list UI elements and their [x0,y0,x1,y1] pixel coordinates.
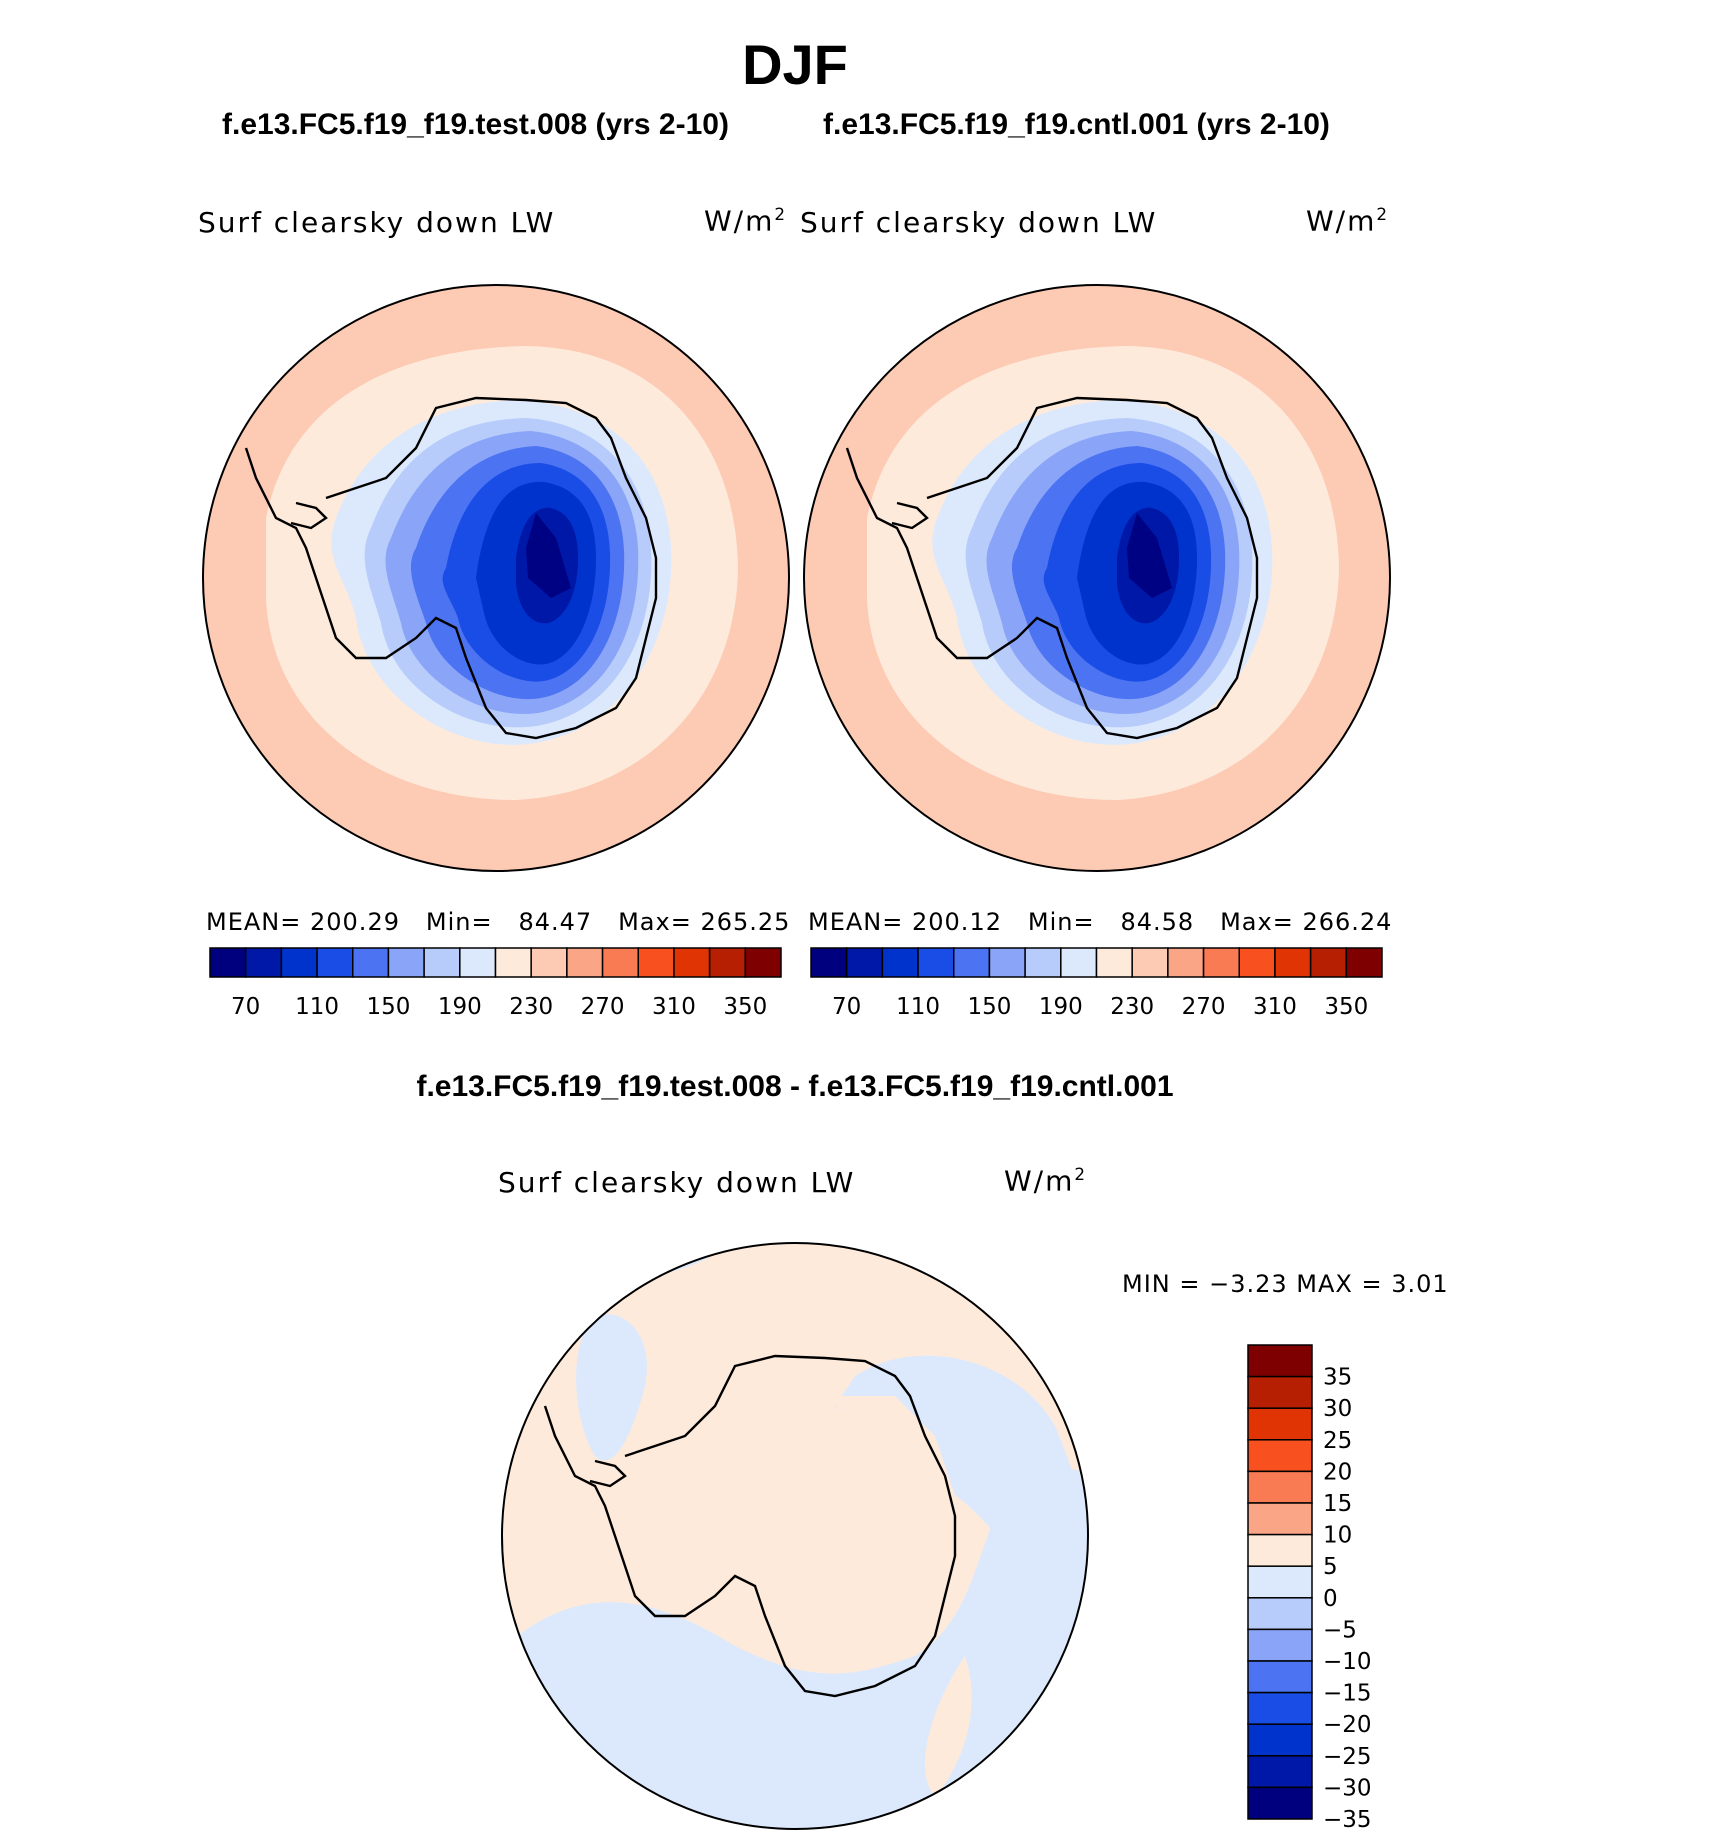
colorbar-difference-tick-label: −30 [1323,1775,1372,1801]
colorbar-right-swatch [1131,947,1169,978]
panel-left-variable: Surf clearsky down LW [198,206,556,239]
colorbar-left-tick-label: 110 [295,994,339,1020]
colorbar-right-swatch [881,947,919,978]
colorbar-difference-swatch [1247,1407,1313,1441]
colorbar-right: 70 110 150 190 230 270 310 350 [810,947,1383,1020]
colorbar-left-tick-label: 190 [438,994,482,1020]
colorbar-right-swatch [845,947,884,978]
colorbar-left-tick-label: 230 [509,994,553,1020]
colorbar-difference-tick-label: −10 [1323,1649,1372,1675]
colorbar-difference-tick-label: −15 [1323,1681,1372,1707]
colorbar-right-tick-label: 110 [896,994,940,1020]
difference-title: f.e13.FC5.f19_f19.test.008 - f.e13.FC5.f… [416,1070,1174,1103]
colorbar-difference-tick-label: 15 [1323,1491,1352,1517]
colorbar-right-swatch [1202,947,1240,978]
colorbar-difference-swatch [1247,1470,1313,1504]
colorbar-right-swatch [988,947,1026,978]
colorbar-left-swatch [459,947,497,978]
colorbar-left-tick-label: 350 [723,994,767,1020]
colorbar-difference-swatch [1247,1344,1313,1378]
colorbar-difference-swatch [1247,1691,1313,1725]
colorbar-left-swatch [423,947,461,978]
panel-right-variable: Surf clearsky down LW [800,206,1158,239]
colorbar-difference-swatch [1247,1502,1313,1536]
colorbar-left-swatch [209,947,247,978]
colorbar-difference-swatch [1247,1628,1313,1662]
colorbar-difference-swatch [1247,1597,1313,1631]
colorbar-left-swatch [352,947,390,978]
colorbar-right-swatch [1024,947,1062,978]
colorbar-left-tick-label: 150 [366,994,410,1020]
colorbar-right-tick-label: 350 [1324,994,1368,1020]
difference-variable: Surf clearsky down LW [498,1166,856,1199]
difference-units: W/m2 [1004,1164,1088,1198]
colorbar-left-tick-label: 70 [231,994,260,1020]
colorbar-right-tick-label: 190 [1039,994,1083,1020]
colorbar-difference-swatch [1247,1786,1313,1820]
colorbar-left-swatch [744,947,782,978]
colorbar-difference-swatch [1247,1565,1313,1599]
colorbar-right-tick-label: 150 [967,994,1011,1020]
colorbar-right-swatch [1274,947,1312,978]
colorbar-right-swatch [917,947,955,978]
colorbar-difference-tick-label: −5 [1323,1617,1357,1643]
colorbar-left-swatch [637,947,675,978]
colorbar-left: 70 110 150 190 230 270 310 350 [209,947,782,1020]
panel-left-units: W/m2 [704,204,788,238]
colorbar-right-swatch [810,947,848,978]
map-difference [501,1242,1089,1830]
colorbar-left-swatch [494,947,532,978]
colorbar-difference-tick-label: −25 [1323,1744,1372,1770]
colorbar-right-swatch [1095,947,1133,978]
colorbar-left-swatch [566,947,604,978]
colorbar-difference-tick-label: 5 [1323,1554,1338,1580]
colorbar-difference-tick-label: −35 [1323,1807,1372,1833]
difference-min-max: MIN = −3.23 MAX = 3.01 [1122,1270,1449,1298]
colorbar-difference: 35 30 25 20 15 10 5 0 −5 −10 −15 −20 −25 −30 −35 [1247,1344,1372,1833]
panel-right-stats: MEAN= 200.12 Min= 84.58 Max= 266.24 [808,908,1393,936]
colorbar-left-tick-label: 310 [652,994,696,1020]
colorbar-right-tick-label: 270 [1182,994,1226,1020]
colorbar-left-swatch [244,947,283,978]
colorbar-left-swatch [708,947,747,978]
colorbar-left-swatch [673,947,711,978]
colorbar-difference-tick-label: 20 [1323,1459,1352,1485]
colorbar-difference-swatch [1247,1755,1313,1789]
colorbar-right-tick-label: 230 [1110,994,1154,1020]
colorbar-right-swatch [1238,947,1276,978]
colorbar-right-swatch [953,947,991,978]
colorbar-left-swatch [530,947,568,978]
colorbar-right-tick-label: 70 [832,994,861,1020]
colorbar-difference-tick-label: 25 [1323,1428,1352,1454]
colorbar-right-swatch [1060,947,1098,978]
colorbar-left-swatch [601,947,639,978]
colorbar-difference-swatch [1247,1660,1313,1694]
colorbar-difference-tick-label: 35 [1323,1365,1352,1391]
season-title: DJF [742,33,848,96]
panel-left-case-title: f.e13.FC5.f19_f19.test.008 (yrs 2-10) [222,108,729,141]
panel-left-stats: MEAN= 200.29 Min= 84.47 Max= 265.25 [206,908,791,936]
colorbar-right-swatch [1309,947,1348,978]
colorbar-right-tick-label: 310 [1253,994,1297,1020]
colorbar-difference-tick-label: 30 [1323,1396,1352,1422]
colorbar-left-swatch [316,947,354,978]
panel-right-units: W/m2 [1306,204,1390,238]
colorbar-right-swatch [1167,947,1205,978]
panel-right-case-title: f.e13.FC5.f19_f19.cntl.001 (yrs 2-10) [823,108,1330,141]
colorbar-right-swatch [1345,947,1383,978]
colorbar-difference-swatch [1247,1533,1313,1567]
colorbar-difference-swatch [1247,1723,1313,1757]
colorbar-difference-tick-label: 0 [1323,1586,1338,1612]
map-left [202,284,790,872]
colorbar-difference-tick-label: 10 [1323,1523,1352,1549]
colorbar-difference-swatch [1247,1439,1313,1473]
colorbar-left-swatch [387,947,425,978]
map-right [803,284,1391,872]
colorbar-left-swatch [280,947,318,978]
colorbar-difference-tick-label: −20 [1323,1712,1372,1738]
colorbar-difference-swatch [1247,1375,1313,1409]
colorbar-left-tick-label: 270 [581,994,625,1020]
